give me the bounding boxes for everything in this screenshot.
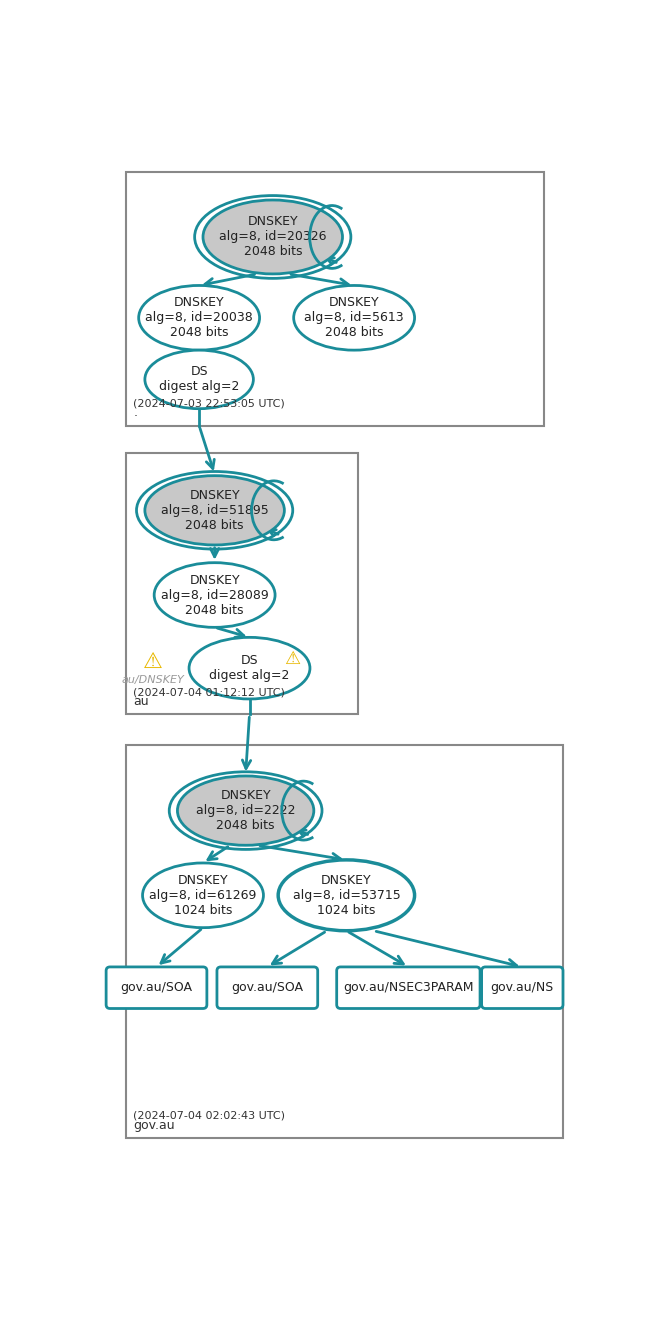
Text: gov.au/SOA: gov.au/SOA bbox=[231, 981, 304, 994]
Text: gov.au/SOA: gov.au/SOA bbox=[121, 981, 192, 994]
Text: (2024-07-04 02:02:43 UTC): (2024-07-04 02:02:43 UTC) bbox=[133, 1110, 285, 1121]
Text: DNSKEY
alg=8, id=5613
2048 bits: DNSKEY alg=8, id=5613 2048 bits bbox=[304, 296, 404, 340]
Ellipse shape bbox=[145, 476, 284, 545]
Text: gov.au: gov.au bbox=[133, 1118, 175, 1132]
Text: DS
digest alg=2: DS digest alg=2 bbox=[210, 655, 290, 682]
Text: DNSKEY
alg=8, id=51895
2048 bits: DNSKEY alg=8, id=51895 2048 bits bbox=[160, 489, 269, 532]
FancyBboxPatch shape bbox=[217, 966, 318, 1009]
Ellipse shape bbox=[178, 776, 314, 845]
Bar bbox=[125, 745, 564, 1138]
Text: DNSKEY
alg=8, id=61269
1024 bits: DNSKEY alg=8, id=61269 1024 bits bbox=[149, 874, 257, 917]
Text: ⚠: ⚠ bbox=[284, 651, 300, 668]
Text: (2024-07-03 22:53:05 UTC): (2024-07-03 22:53:05 UTC) bbox=[133, 399, 285, 409]
Text: DNSKEY
alg=8, id=28089
2048 bits: DNSKEY alg=8, id=28089 2048 bits bbox=[160, 573, 269, 616]
FancyBboxPatch shape bbox=[106, 966, 207, 1009]
Text: au: au bbox=[133, 696, 149, 708]
Ellipse shape bbox=[154, 563, 275, 628]
Text: DNSKEY
alg=8, id=20038
2048 bits: DNSKEY alg=8, id=20038 2048 bits bbox=[145, 296, 253, 340]
Ellipse shape bbox=[145, 351, 253, 409]
Text: gov.au/NSEC3PARAM: gov.au/NSEC3PARAM bbox=[343, 981, 473, 994]
Text: gov.au/NS: gov.au/NS bbox=[491, 981, 554, 994]
Text: DS
digest alg=2: DS digest alg=2 bbox=[159, 365, 239, 393]
FancyBboxPatch shape bbox=[481, 966, 563, 1009]
Ellipse shape bbox=[294, 285, 414, 351]
Ellipse shape bbox=[278, 860, 414, 930]
Text: (2024-07-04 01:12:12 UTC): (2024-07-04 01:12:12 UTC) bbox=[133, 688, 285, 697]
Text: .: . bbox=[133, 407, 137, 420]
Ellipse shape bbox=[143, 862, 263, 928]
Text: ⚠: ⚠ bbox=[143, 652, 162, 672]
Bar bbox=[125, 453, 358, 714]
Text: DNSKEY
alg=8, id=2222
2048 bits: DNSKEY alg=8, id=2222 2048 bits bbox=[196, 789, 296, 832]
Ellipse shape bbox=[139, 285, 260, 351]
FancyBboxPatch shape bbox=[337, 966, 480, 1009]
Text: DNSKEY
alg=8, id=20326
2048 bits: DNSKEY alg=8, id=20326 2048 bits bbox=[219, 216, 326, 259]
Ellipse shape bbox=[203, 200, 343, 273]
Text: DNSKEY
alg=8, id=53715
1024 bits: DNSKEY alg=8, id=53715 1024 bits bbox=[292, 874, 400, 917]
Bar bbox=[125, 172, 544, 425]
Text: au/DNSKEY: au/DNSKEY bbox=[121, 674, 184, 685]
Ellipse shape bbox=[189, 637, 310, 698]
